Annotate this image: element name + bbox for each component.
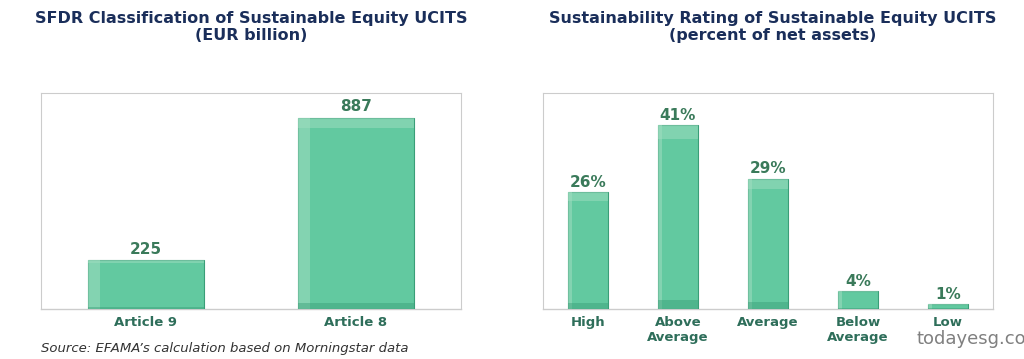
Bar	[657, 125, 662, 309]
Bar	[88, 307, 204, 309]
Bar	[567, 192, 571, 309]
Bar	[298, 118, 414, 309]
Text: Source: EFAMA’s calculation based on Morningstar data: Source: EFAMA’s calculation based on Mor…	[41, 342, 409, 355]
Bar	[298, 118, 309, 309]
Text: 1%: 1%	[935, 287, 962, 302]
Bar	[88, 260, 99, 309]
Text: 26%: 26%	[569, 175, 606, 190]
Bar	[657, 299, 698, 309]
Text: 887: 887	[340, 99, 372, 115]
Bar	[298, 118, 414, 128]
Bar	[567, 192, 608, 201]
Bar	[928, 304, 969, 309]
Text: 225: 225	[130, 242, 162, 257]
Bar	[838, 291, 879, 309]
Bar	[88, 260, 204, 263]
Bar	[88, 260, 204, 309]
Text: Sustainability Rating of Sustainable Equity UCITS
(percent of net assets): Sustainability Rating of Sustainable Equ…	[550, 11, 996, 43]
Bar	[657, 125, 698, 309]
Bar	[748, 178, 788, 309]
Bar	[928, 304, 969, 305]
Bar	[298, 303, 414, 309]
Bar	[748, 302, 788, 309]
Bar	[838, 291, 879, 292]
Text: SFDR Classification of Sustainable Equity UCITS
(EUR billion): SFDR Classification of Sustainable Equit…	[35, 11, 467, 43]
Bar	[748, 178, 788, 189]
Bar	[928, 304, 932, 309]
Bar	[657, 125, 698, 139]
Text: todayesg.com: todayesg.com	[916, 330, 1024, 348]
Bar	[838, 291, 842, 309]
Text: 41%: 41%	[659, 107, 696, 122]
Text: 4%: 4%	[845, 274, 871, 289]
Bar	[567, 192, 608, 309]
Bar	[928, 308, 969, 309]
Text: 29%: 29%	[750, 161, 786, 176]
Bar	[838, 308, 879, 309]
Bar	[748, 178, 752, 309]
Bar	[567, 303, 608, 309]
